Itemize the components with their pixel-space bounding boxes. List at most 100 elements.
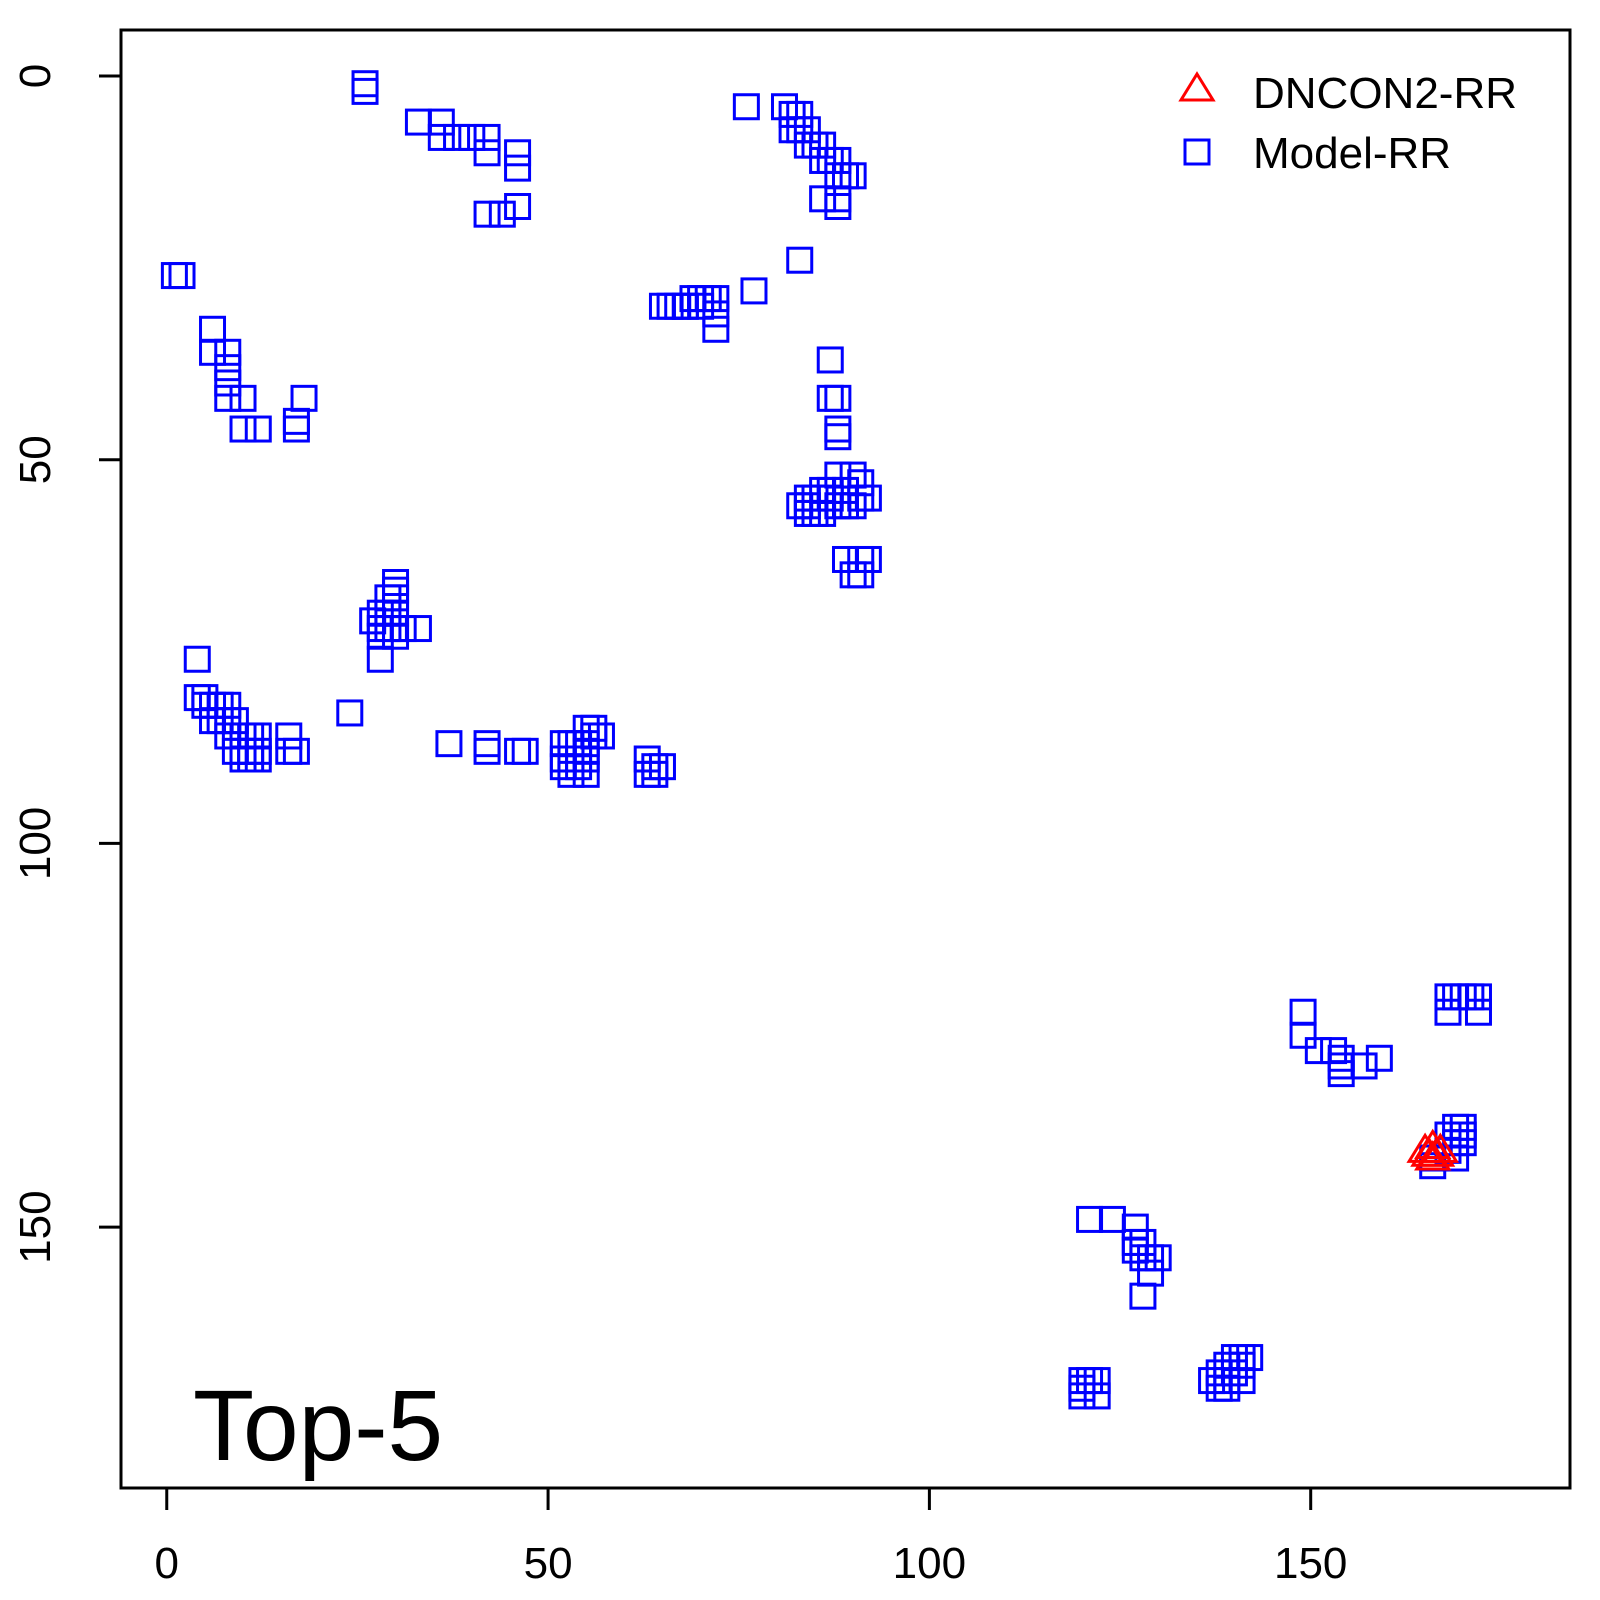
model-rr-point xyxy=(221,707,249,735)
model-rr-point xyxy=(671,292,699,320)
model-rr-point xyxy=(1350,1052,1378,1080)
model-rr-point xyxy=(839,492,867,520)
model-rr-point xyxy=(1464,983,1492,1011)
model-rr-point xyxy=(740,277,768,305)
model-rr-point xyxy=(504,154,532,182)
model-rr-point xyxy=(786,100,814,128)
model-rr-point xyxy=(473,737,501,765)
model-rr-point xyxy=(732,93,760,121)
model-rr-point xyxy=(1365,1044,1393,1072)
model-rr-point xyxy=(427,108,455,136)
model-rr-point xyxy=(488,200,516,228)
model-rr-point xyxy=(1129,1282,1157,1310)
model-rr-point xyxy=(1083,1367,1111,1395)
model-rr-point xyxy=(1228,1351,1256,1379)
model-rr-point xyxy=(1449,1129,1477,1157)
x-tick-label: 50 xyxy=(524,1539,573,1588)
model-rr-point xyxy=(702,300,730,328)
model-rr-point xyxy=(214,384,242,412)
model-rr-point xyxy=(458,123,486,151)
model-rr-point xyxy=(587,722,615,750)
model-rr-point xyxy=(633,745,661,773)
model-rr-point xyxy=(1068,1382,1096,1410)
model-rr-point xyxy=(824,192,852,220)
model-rr-point xyxy=(1213,1374,1241,1402)
points-layer xyxy=(160,70,1492,1410)
model-rr-point xyxy=(183,645,211,673)
model-rr-point xyxy=(214,369,242,397)
x-tick-label: 150 xyxy=(1274,1539,1347,1588)
x-axis: 0 50 100 150 xyxy=(155,1486,1347,1588)
model-rr-point xyxy=(809,185,837,213)
model-rr-point xyxy=(702,285,730,313)
model-rr-point xyxy=(839,162,867,190)
model-rr-point xyxy=(565,753,593,781)
model-rr-point xyxy=(1434,998,1462,1026)
model-rr-point xyxy=(1464,998,1492,1026)
model-rr-point xyxy=(809,131,837,159)
model-rr-point xyxy=(1236,1344,1264,1372)
legend-label-dncon2-rr: DNCON2-RR xyxy=(1253,69,1517,118)
panel-label: Top-5 xyxy=(193,1370,443,1482)
y-tick-label: 50 xyxy=(11,435,60,484)
y-tick-label: 0 xyxy=(11,64,60,88)
model-rr-point xyxy=(351,77,379,105)
model-rr-point xyxy=(473,139,501,167)
legend-triangle-marker xyxy=(1178,71,1216,102)
model-rr-point xyxy=(557,760,585,788)
model-rr-point xyxy=(168,262,196,290)
model-rr-point xyxy=(282,415,310,443)
model-rr-point xyxy=(793,499,821,527)
model-rr-point xyxy=(282,737,310,765)
model-rr-point xyxy=(572,737,600,765)
model-rr-point xyxy=(366,645,394,673)
model-rr-point xyxy=(473,123,501,151)
model-rr-point xyxy=(435,730,463,758)
model-rr-point xyxy=(244,745,272,773)
model-rr-point xyxy=(854,545,882,573)
model-rr-point xyxy=(824,384,852,412)
model-rr-point xyxy=(786,246,814,274)
model-rr-point xyxy=(504,139,532,167)
model-rr-point xyxy=(1129,1228,1157,1256)
legend-label-model-rr: Model-RR xyxy=(1253,129,1451,178)
y-tick-label: 100 xyxy=(11,807,60,880)
legend-square-marker xyxy=(1183,138,1211,166)
model-rr-point xyxy=(229,415,257,443)
model-rr-point xyxy=(511,737,539,765)
model-rr-point xyxy=(214,354,242,382)
model-rr-point xyxy=(389,615,417,643)
legend: DNCON2-RR Model-RR xyxy=(1178,69,1517,178)
model-rr-point xyxy=(473,200,501,228)
model-rr-point xyxy=(687,292,715,320)
model-rr-point xyxy=(824,423,852,451)
model-rr-point xyxy=(443,123,471,151)
model-rr-point xyxy=(847,561,875,589)
model-rr-point xyxy=(1289,1021,1317,1049)
model-rr-point xyxy=(229,384,257,412)
model-rr-point xyxy=(427,123,455,151)
model-rr-point xyxy=(1220,1359,1248,1387)
model-rr-point xyxy=(648,753,676,781)
model-rr-point xyxy=(1144,1244,1172,1272)
model-rr-point xyxy=(244,415,272,443)
model-rr-point xyxy=(824,146,852,174)
y-tick-label: 150 xyxy=(11,1190,60,1263)
model-rr-point xyxy=(290,384,318,412)
model-rr-point xyxy=(336,699,364,727)
model-rr-point xyxy=(199,338,227,366)
model-rr-point xyxy=(404,615,432,643)
model-rr-point xyxy=(214,338,242,366)
model-rr-point xyxy=(504,192,532,220)
x-tick-label: 100 xyxy=(893,1539,966,1588)
model-rr-point xyxy=(382,584,410,612)
model-rr-point xyxy=(641,760,669,788)
model-rr-point xyxy=(816,346,844,374)
model-rr-point xyxy=(702,315,730,343)
model-rr-point xyxy=(793,116,821,144)
model-rr-point xyxy=(1083,1382,1111,1410)
x-tick-label: 0 xyxy=(155,1539,179,1588)
y-axis: 0 50 100 150 xyxy=(11,64,123,1264)
